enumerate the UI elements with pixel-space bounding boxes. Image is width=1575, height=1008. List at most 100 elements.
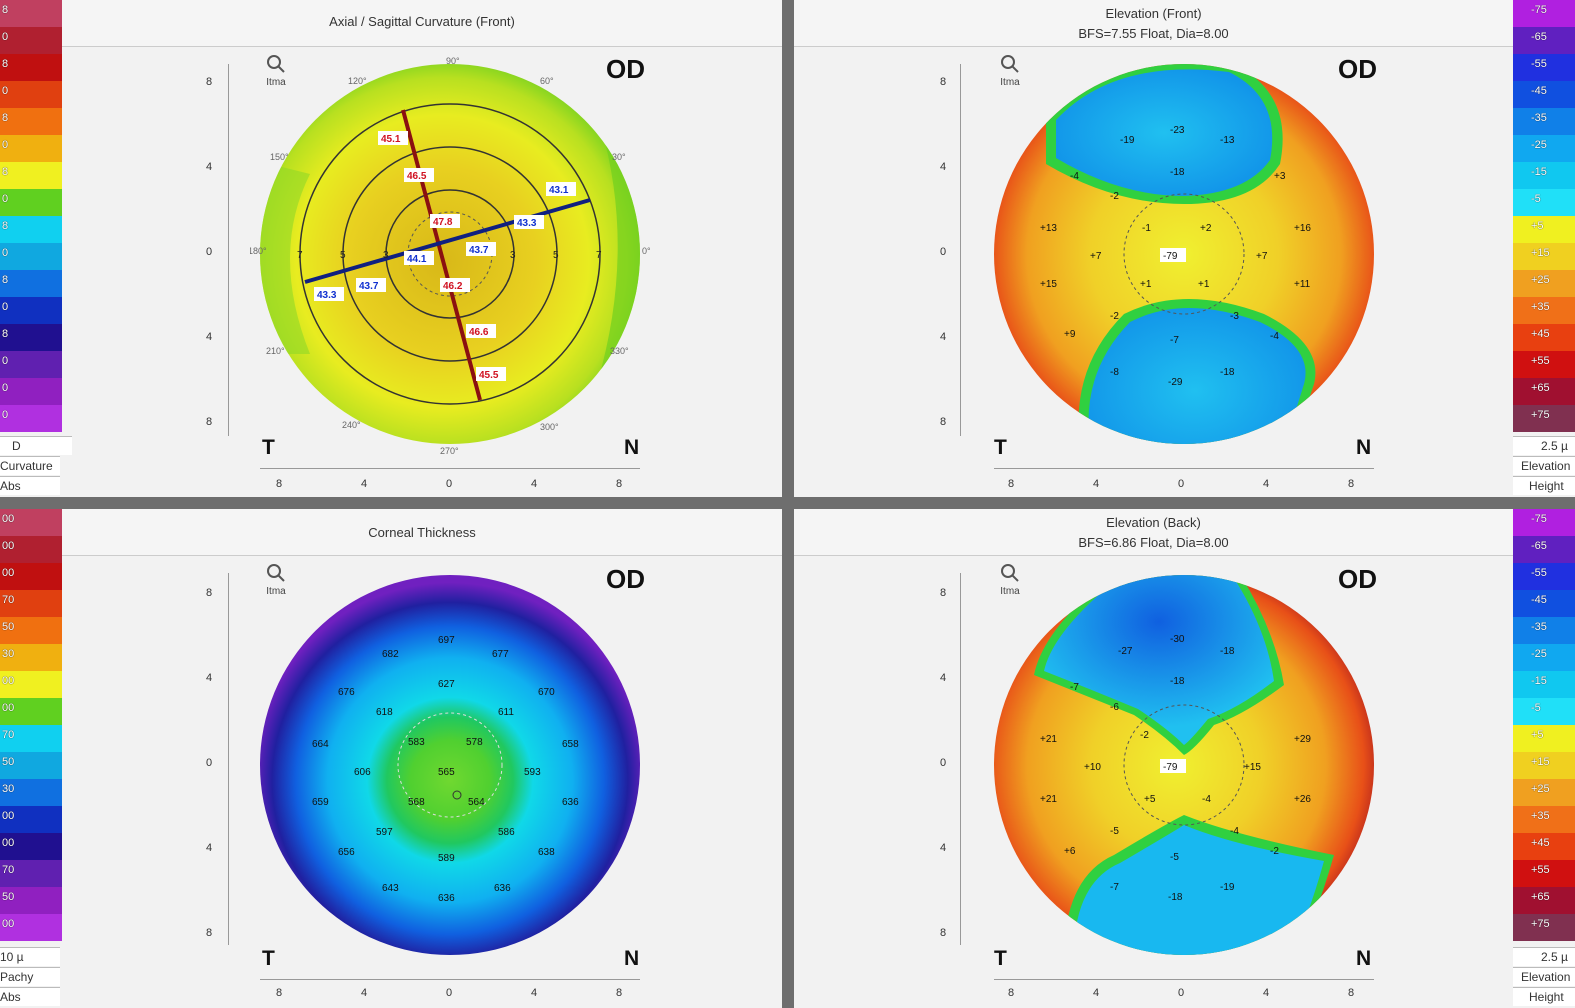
eye-label: OD: [606, 564, 645, 594]
svg-text:270°: 270°: [440, 446, 459, 454]
svg-text:46.6: 46.6: [469, 327, 489, 338]
x-axis: [994, 979, 1374, 980]
svg-text:-23: -23: [1170, 125, 1185, 136]
svg-text:-13: -13: [1220, 135, 1235, 146]
svg-text:-27: -27: [1118, 646, 1133, 657]
svg-text:-18: -18: [1168, 892, 1183, 903]
legend-unit: D: [0, 436, 72, 455]
panel-title: Corneal Thickness: [368, 525, 476, 540]
legend-scale-mode: Height: [1513, 476, 1575, 495]
nasal-label: N: [624, 436, 640, 459]
eye-label: OD: [606, 54, 645, 84]
svg-text:636: 636: [562, 797, 579, 808]
svg-text:-19: -19: [1120, 135, 1135, 146]
svg-text:+3: +3: [1274, 171, 1286, 182]
svg-text:7: 7: [297, 250, 303, 261]
panel-title: Elevation (Front): [1105, 6, 1202, 21]
magnifier-icon: [1001, 564, 1019, 582]
svg-text:-4: -4: [1070, 171, 1079, 182]
svg-text:583: 583: [408, 737, 425, 748]
legend-scale-mode: Abs: [0, 987, 60, 1006]
svg-text:+15: +15: [1040, 279, 1057, 290]
svg-text:60°: 60°: [540, 76, 554, 86]
svg-text:-19: -19: [1220, 882, 1235, 893]
x-axis: [260, 468, 640, 469]
x-axis: [994, 468, 1374, 469]
svg-text:597: 597: [376, 827, 393, 838]
elevation-front-map: -19 -23 -13 -18 -4 -2 +3 +13 -1 +2 +16 +…: [994, 64, 1374, 444]
svg-text:43.7: 43.7: [469, 245, 489, 256]
svg-text:43.3: 43.3: [517, 218, 537, 229]
svg-text:150°: 150°: [270, 152, 289, 162]
svg-text:+10: +10: [1084, 762, 1101, 773]
svg-text:-4: -4: [1230, 826, 1239, 837]
elevation-back-map: -27 -30 -18 -18 -7 -6 -2 +21 +29 +10 -79…: [994, 575, 1374, 955]
eye-label: OD: [1338, 54, 1377, 84]
svg-text:+7: +7: [1256, 251, 1268, 262]
temporal-label: T: [262, 436, 275, 459]
zoom-button[interactable]: Itma: [990, 563, 1030, 597]
svg-text:300°: 300°: [540, 422, 559, 432]
svg-text:+29: +29: [1294, 734, 1311, 745]
svg-text:+26: +26: [1294, 794, 1311, 805]
svg-text:697: 697: [438, 635, 455, 646]
svg-text:564: 564: [468, 797, 485, 808]
svg-text:-29: -29: [1168, 377, 1183, 388]
svg-text:5: 5: [553, 250, 559, 261]
svg-text:676: 676: [338, 687, 355, 698]
svg-text:45.5: 45.5: [479, 370, 499, 381]
svg-text:643: 643: [382, 883, 399, 894]
svg-text:-4: -4: [1270, 331, 1279, 342]
svg-text:180°: 180°: [250, 246, 267, 256]
svg-text:47.8: 47.8: [433, 217, 453, 228]
legend-unit: 10 µ: [0, 947, 60, 966]
svg-text:-3: -3: [1230, 311, 1239, 322]
svg-text:-7: -7: [1110, 882, 1119, 893]
zoom-button[interactable]: Itma: [256, 54, 296, 88]
thickness-map: 697 682 677 676 627 670 618 611 664 583 …: [260, 575, 640, 955]
svg-text:+7: +7: [1090, 251, 1102, 262]
zoom-button[interactable]: Itma: [256, 563, 296, 597]
svg-text:+1: +1: [1198, 279, 1210, 290]
svg-text:43.3: 43.3: [317, 290, 337, 301]
nasal-label: N: [624, 947, 640, 970]
panel-subtitle: BFS=6.86 Float, Dia=8.00: [1078, 535, 1229, 550]
svg-text:+5: +5: [1144, 794, 1156, 805]
axial-curvature-panel: 8 0 8 0 8 0 8 0 8 0 8 0 8 0 0 0 D Curvat…: [0, 0, 782, 497]
legend-unit: 2.5 µ: [1513, 436, 1575, 455]
svg-text:-30: -30: [1170, 634, 1185, 645]
nasal-label: N: [1356, 947, 1372, 970]
svg-text:+15: +15: [1244, 762, 1261, 773]
svg-text:627: 627: [438, 679, 455, 690]
legend-map-type: Elevation: [1513, 967, 1575, 986]
temporal-label: T: [262, 947, 275, 970]
svg-text:670: 670: [538, 687, 555, 698]
axial-map: 90° 60° 30° 0° 330° 300° 270° 240° 210° …: [250, 56, 650, 454]
svg-text:+1: +1: [1140, 279, 1152, 290]
legend-scale-mode: Abs: [0, 476, 60, 495]
svg-text:-8: -8: [1110, 367, 1119, 378]
svg-text:636: 636: [438, 893, 455, 904]
legend-map-type: Pachy: [0, 967, 60, 986]
magnifier-icon: [1001, 55, 1019, 73]
svg-text:90°: 90°: [446, 56, 460, 66]
svg-text:606: 606: [354, 767, 371, 778]
svg-text:+21: +21: [1040, 734, 1057, 745]
svg-text:636: 636: [494, 883, 511, 894]
svg-text:-5: -5: [1170, 852, 1179, 863]
temporal-label: T: [994, 947, 1007, 970]
magnifier-icon: [267, 55, 285, 73]
svg-text:593: 593: [524, 767, 541, 778]
svg-text:656: 656: [338, 847, 355, 858]
zoom-button[interactable]: Itma: [990, 54, 1030, 88]
svg-text:568: 568: [408, 797, 425, 808]
svg-text:+6: +6: [1064, 846, 1076, 857]
svg-text:618: 618: [376, 707, 393, 718]
svg-text:682: 682: [382, 649, 399, 660]
svg-text:330°: 330°: [610, 346, 629, 356]
x-axis: [260, 979, 640, 980]
svg-text:-18: -18: [1220, 646, 1235, 657]
svg-text:46.5: 46.5: [407, 171, 427, 182]
svg-text:44.1: 44.1: [407, 254, 427, 265]
svg-text:0°: 0°: [642, 246, 650, 256]
